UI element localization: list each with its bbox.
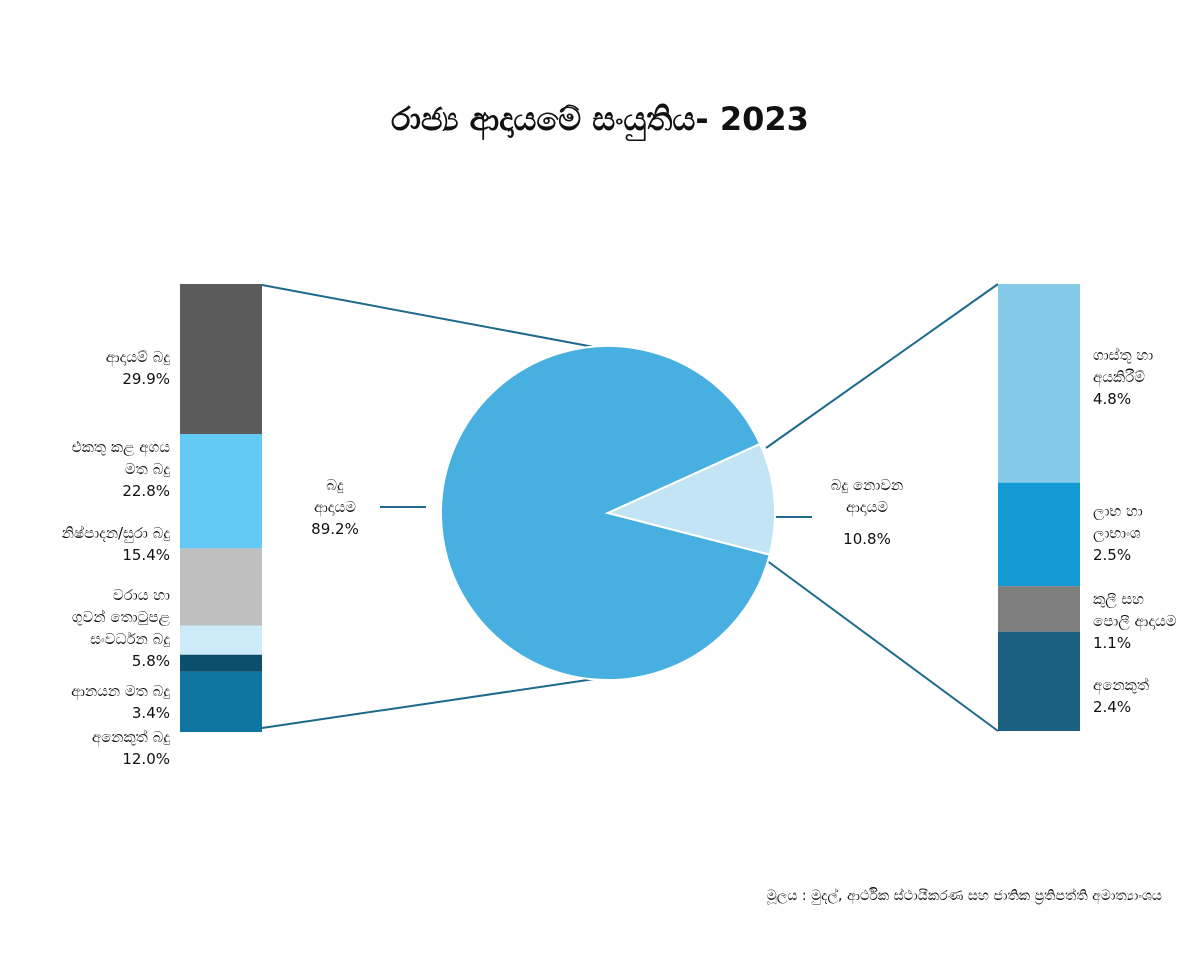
- left-label-port-airport: වරාය හා ගුවන් තොටුපළ සංවර්ධන බදු 5.8%: [72, 584, 170, 672]
- right-label-value: 4.8%: [1093, 390, 1132, 408]
- connector-right-bottom: [765, 559, 999, 732]
- nontax-bar-segment-2: [998, 586, 1080, 632]
- right-label-text: කුලී සහ: [1093, 590, 1144, 608]
- right-label-profits: ලාභ හා ලාභාංශ 2.5%: [1093, 500, 1143, 566]
- left-label-excise: නිෂ්පාදන/සුරා බදු 15.4%: [62, 522, 170, 566]
- right-label-text: අයකිරීම්: [1093, 368, 1146, 386]
- left-label-other-tax: අනෙකුත් බදු 12.0%: [92, 726, 170, 770]
- nontax-bar-segment-0: [998, 284, 1080, 483]
- pie-label-nontax-line1: බදු නොවන: [830, 476, 904, 494]
- connector-right-top: [765, 283, 999, 449]
- tax-bar-segment-4: [180, 654, 262, 672]
- left-label-income-tax: ආදායම් බදු 29.9%: [106, 346, 170, 390]
- left-label-value: 12.0%: [122, 750, 170, 768]
- right-label-text: අනෙකුත්: [1093, 676, 1149, 694]
- pie-label-nontax: බදු නොවන ආදායම 10.8%: [812, 474, 922, 550]
- right-label-text: ලාභ හා: [1093, 502, 1143, 520]
- left-label-value: 22.8%: [122, 482, 170, 500]
- right-label-rent-interest: කුලී සහ පොලී ආදායම 1.1%: [1093, 588, 1177, 654]
- left-label-text: ආදායම් බදු: [105, 348, 170, 366]
- right-label-value: 1.1%: [1093, 634, 1132, 652]
- right-label-text: පොලී ආදායම: [1093, 612, 1177, 630]
- pie-label-tax-line2: ආදායම: [313, 498, 357, 516]
- right-label-other: අනෙකුත් 2.4%: [1093, 674, 1149, 718]
- left-label-text: එකතු කළ අගය: [71, 438, 170, 456]
- nontax-bar-segment-1: [998, 482, 1080, 587]
- pie-label-tax-line1: බදු: [326, 476, 344, 494]
- left-label-text: ගුවන් තොටුපළ: [71, 608, 170, 626]
- nontax-bar-segment-3: [998, 631, 1080, 731]
- tax-bar-segment-5: [180, 671, 262, 732]
- connector-left-bottom: [261, 677, 602, 729]
- tax-revenue-stacked-bar: [180, 284, 262, 732]
- tax-bar-segment-1: [180, 434, 262, 549]
- right-label-value: 2.5%: [1093, 546, 1132, 564]
- pie-slice-nontax-revenue: [605, 442, 776, 556]
- chart-title: රාජ්‍ය ආදායමේ සංයුතිය- 2023: [391, 100, 809, 138]
- connector-left-top: [261, 284, 595, 348]
- left-label-text: ආනයන මත බදු: [71, 682, 170, 700]
- pie-chart: [440, 345, 776, 681]
- left-label-value: 29.9%: [122, 370, 170, 388]
- right-label-text: ලාභාංශ: [1093, 524, 1141, 542]
- tax-bar-segment-2: [180, 548, 262, 626]
- right-label-text: ගාස්තු හා: [1093, 346, 1154, 364]
- connector-lines: [261, 283, 999, 732]
- pie-label-tax-value: 89.2%: [311, 520, 359, 538]
- left-label-import: ආනයන මත බදු 3.4%: [71, 680, 170, 724]
- pie-slice-tax-revenue: [440, 345, 771, 681]
- pie-label-nontax-line2: ආදායම: [845, 498, 889, 516]
- left-label-value: 3.4%: [131, 704, 170, 722]
- left-label-value: 5.8%: [131, 652, 170, 670]
- nontax-revenue-stacked-bar: [998, 284, 1080, 731]
- left-label-text: නිෂ්පාදන/සුරා බදු: [61, 524, 170, 542]
- left-label-text: අනෙකුත් බදු: [91, 728, 170, 746]
- left-label-value: 15.4%: [122, 546, 170, 564]
- source-note: මූලය : මුදල්, ආර්ථික ස්ථායීකරණ සහ ජාතික …: [766, 888, 1162, 904]
- left-label-vat: එකතු කළ අගය මත බදු 22.8%: [72, 436, 170, 502]
- pie-label-tax: බදු ආදායම 89.2%: [300, 474, 370, 540]
- pie-label-nontax-value: 10.8%: [843, 530, 891, 548]
- tax-bar-segment-0: [180, 284, 262, 435]
- tax-bar-segment-3: [180, 625, 262, 655]
- right-label-value: 2.4%: [1093, 698, 1132, 716]
- right-label-fees: ගාස්තු හා අයකිරීම් 4.8%: [1093, 344, 1153, 410]
- left-label-text: වරාය හා: [112, 586, 170, 604]
- left-label-text: මත බදු: [124, 460, 170, 478]
- left-label-text: සංවර්ධන බදු: [90, 630, 170, 648]
